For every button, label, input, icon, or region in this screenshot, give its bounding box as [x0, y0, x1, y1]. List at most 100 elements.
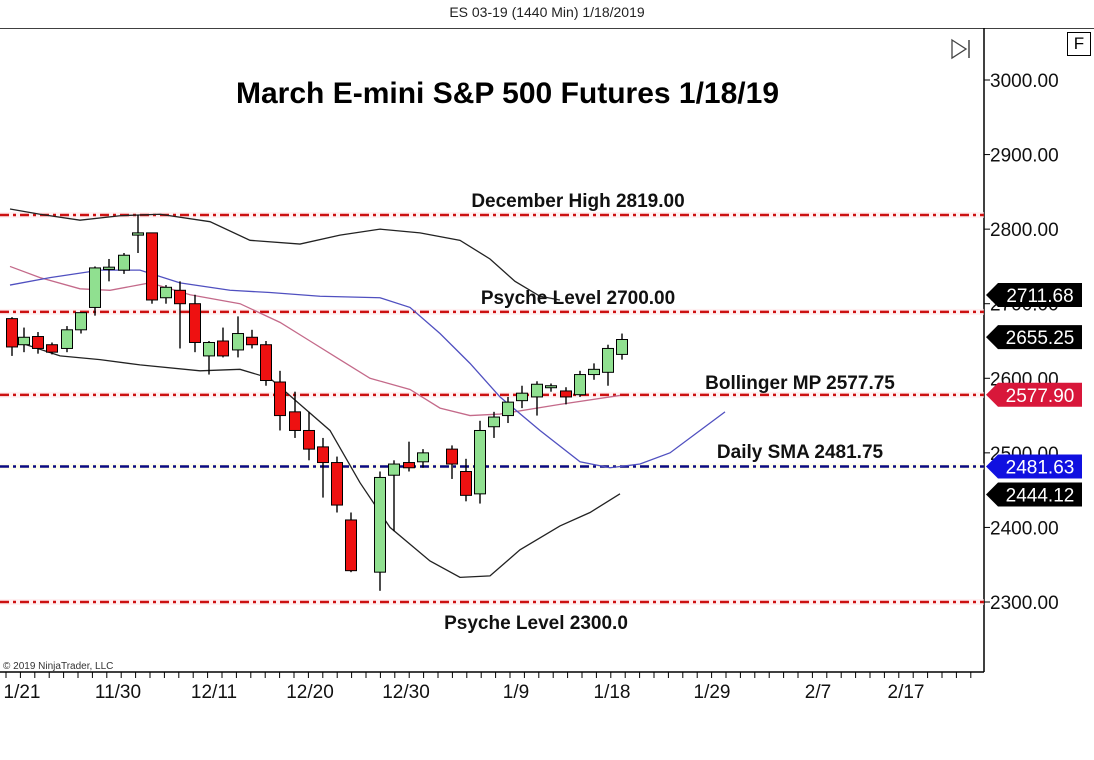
price-marker-value: 2444.12	[1006, 486, 1075, 507]
copyright: © 2019 NinjaTrader, LLC	[3, 661, 113, 672]
price-marker-value: 2711.68	[1006, 286, 1073, 307]
down-candle[interactable]	[174, 281, 186, 349]
level-labels: December High 2819.00 Psyche Level 2700.0…	[444, 191, 895, 634]
candle-body	[289, 411, 301, 431]
down-candle[interactable]	[317, 437, 329, 498]
time-tick-label: 11/30	[95, 682, 141, 703]
down-candle[interactable]	[260, 340, 272, 386]
up-candle[interactable]	[616, 333, 628, 360]
price-tick-label: 2900.00	[990, 146, 1059, 167]
level-label: Psyche Level 2300.0	[444, 613, 628, 634]
candle-body	[203, 341, 215, 357]
candle-body	[374, 476, 386, 573]
bollinger-upper-line	[9, 208, 561, 301]
time-tick-label: 12/11	[191, 682, 237, 703]
candle-body	[75, 312, 87, 331]
candle-body	[46, 344, 58, 353]
candle-body	[6, 318, 18, 348]
candle-body	[89, 267, 101, 308]
candle-body	[502, 401, 514, 417]
down-candle[interactable]	[217, 327, 229, 358]
up-candle[interactable]	[118, 253, 130, 274]
chart-title: March E-mini S&P 500 Futures 1/18/19	[236, 77, 779, 110]
candle-body	[560, 390, 572, 398]
down-candle[interactable]	[6, 317, 18, 356]
up-candle[interactable]	[574, 370, 586, 397]
down-candle[interactable]	[46, 342, 58, 355]
level-label: December High 2819.00	[471, 191, 684, 212]
up-candle[interactable]	[474, 420, 486, 504]
candle-body	[531, 383, 543, 398]
up-candle[interactable]	[61, 326, 73, 353]
down-candle[interactable]	[303, 411, 315, 461]
candle-body	[317, 446, 329, 464]
price-tick-label: 2400.00	[990, 518, 1059, 539]
price-marker-flag	[986, 283, 1082, 308]
up-candle[interactable]	[516, 385, 528, 409]
candle-body	[616, 339, 628, 355]
up-candle[interactable]	[160, 285, 172, 304]
candle-body	[460, 470, 472, 496]
price-marker: 2481.63	[986, 454, 1082, 479]
candlestick-chart[interactable]: December High 2819.00 Psyche Level 2700.0…	[0, 28, 1094, 760]
up-candle[interactable]	[602, 344, 614, 386]
up-candle[interactable]	[488, 411, 500, 438]
candle-body	[516, 392, 528, 402]
price-marker-value: 2655.25	[1006, 328, 1075, 349]
up-candle[interactable]	[374, 471, 386, 591]
up-candle[interactable]	[588, 363, 600, 380]
up-candle[interactable]	[232, 316, 244, 358]
candle-body	[588, 368, 600, 376]
candle-body	[574, 374, 586, 396]
time-axis: 1/21 11/30 12/11 12/20 12/30 1/9 1/18 1/29 2/7 2/…	[4, 672, 972, 703]
down-candle[interactable]	[331, 456, 343, 513]
candle-body	[345, 519, 357, 572]
up-candle[interactable]	[203, 340, 215, 375]
down-candle[interactable]	[274, 370, 286, 431]
up-candle[interactable]	[132, 214, 144, 254]
up-candle[interactable]	[18, 327, 30, 353]
down-candle[interactable]	[246, 329, 258, 349]
down-candle[interactable]	[560, 387, 572, 405]
down-candle[interactable]	[146, 232, 158, 304]
time-tick-label: 2/17	[888, 682, 925, 703]
price-marker-flag	[986, 482, 1082, 507]
candle-body	[103, 266, 115, 270]
candle-body	[260, 344, 272, 382]
price-marker-value: 2481.63	[1006, 458, 1075, 479]
up-candle[interactable]	[75, 312, 87, 334]
candle-body	[303, 429, 315, 450]
skip-to-end-icon[interactable]	[950, 38, 976, 60]
price-marker-flag	[986, 382, 1082, 407]
down-candle[interactable]	[289, 391, 301, 438]
down-candle[interactable]	[446, 445, 458, 479]
candle-body	[132, 232, 144, 236]
candle-body	[545, 385, 557, 389]
down-candle[interactable]	[32, 332, 44, 354]
price-marker: 2711.68	[986, 283, 1082, 308]
up-candle[interactable]	[89, 266, 101, 316]
up-candle[interactable]	[103, 258, 115, 282]
down-candle[interactable]	[403, 441, 415, 472]
time-tick-label: 1/18	[594, 682, 631, 703]
price-tick-label: 3000.00	[990, 71, 1059, 92]
candle-body	[61, 329, 73, 349]
up-candle[interactable]	[545, 383, 557, 392]
f-button[interactable]: F	[1067, 32, 1091, 56]
up-candle[interactable]	[502, 396, 514, 424]
candle-body	[18, 336, 30, 346]
down-candle[interactable]	[189, 294, 201, 353]
up-candle[interactable]	[388, 460, 400, 532]
time-tick-label: 1/29	[694, 682, 731, 703]
up-candle[interactable]	[531, 381, 543, 416]
candles	[6, 214, 628, 591]
candle-body	[331, 462, 343, 506]
candle-body	[160, 286, 172, 299]
up-candle[interactable]	[417, 449, 429, 468]
candle-body	[217, 340, 229, 357]
level-label: Daily SMA 2481.75	[717, 442, 884, 463]
down-candle[interactable]	[345, 512, 357, 573]
level-highlight	[0, 598, 984, 605]
down-candle[interactable]	[460, 458, 472, 502]
candle-body	[118, 254, 130, 271]
